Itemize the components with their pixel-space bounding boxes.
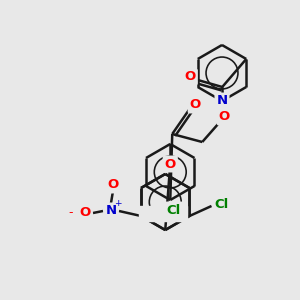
Text: N: N (105, 205, 117, 218)
Text: O: O (107, 178, 118, 191)
Text: O: O (219, 110, 230, 124)
Text: -: - (69, 206, 73, 220)
Text: O: O (184, 70, 196, 83)
Text: Cl: Cl (214, 197, 229, 211)
Text: O: O (80, 206, 91, 220)
Text: O: O (165, 158, 176, 170)
Text: N: N (216, 94, 228, 107)
Text: +: + (114, 199, 122, 208)
Text: O: O (190, 98, 201, 112)
Text: Cl: Cl (167, 203, 181, 217)
